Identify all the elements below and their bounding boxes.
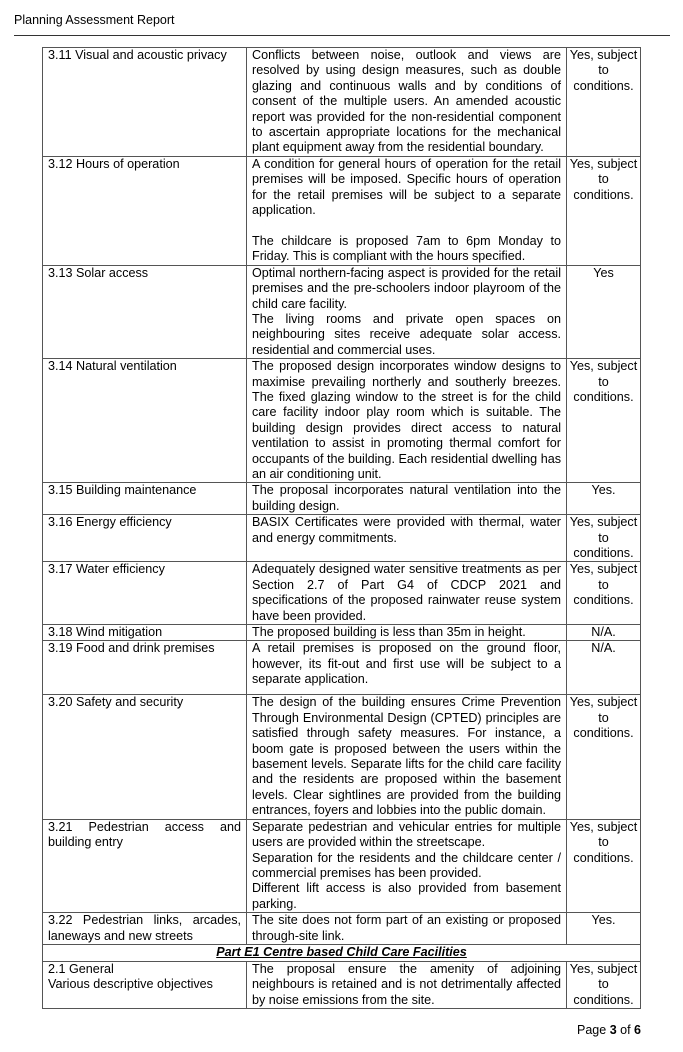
table-row: 3.21 Pedestrian access and building entr…: [42, 818, 641, 914]
total-pages: 6: [634, 1023, 641, 1037]
clause-cell: 2.1 General Various descriptive objectiv…: [42, 960, 247, 1010]
clause-cell: 3.19 Food and drink premises: [42, 640, 247, 696]
clause-cell: 3.18 Wind mitigation: [42, 624, 247, 642]
clause-cell: 3.21 Pedestrian access and building entr…: [42, 818, 247, 914]
clause-cell: 3.16 Energy efficiency: [42, 514, 247, 563]
assessment-table: 3.11 Visual and acoustic privacy Conflict…: [42, 47, 641, 1010]
compliance-cell: Yes, subject to conditions.: [566, 514, 641, 563]
compliance-cell: N/A.: [566, 624, 641, 642]
compliance-cell: Yes.: [566, 482, 641, 516]
clause-cell: 3.20 Safety and security: [42, 694, 247, 820]
comment-cell: The design of the building ensures Crime…: [246, 694, 567, 820]
comment-cell: The site does not form part of an existi…: [246, 912, 567, 945]
compliance-cell: Yes, subject to conditions.: [566, 155, 641, 266]
comment-cell: Separate pedestrian and vehicular entrie…: [246, 818, 567, 914]
compliance-cell: Yes: [566, 264, 641, 360]
table-row: 3.19 Food and drink premises A retail pre…: [42, 640, 641, 696]
table-row: 3.22 Pedestrian links, arcades, laneways…: [42, 912, 641, 945]
table-row: 3.18 Wind mitigation The proposed buildin…: [42, 624, 641, 642]
table-row: 3.15 Building maintenance The proposal in…: [42, 482, 641, 516]
table-row: 3.17 Water efficiency Adequately designed…: [42, 561, 641, 626]
table-row: 3.12 Hours of operation A condition for g…: [42, 155, 641, 266]
comment-cell: BASIX Certificates were provided with th…: [246, 514, 567, 563]
table-row: 3.20 Safety and security The design of th…: [42, 694, 641, 820]
compliance-cell: Yes, subject to conditions.: [566, 960, 641, 1010]
clause-cell: 3.11 Visual and acoustic privacy: [42, 47, 247, 157]
section-title: Part E1 Centre based Child Care Faciliti…: [42, 943, 641, 962]
current-page: 3: [609, 1023, 617, 1037]
table-row: 2.1 General Various descriptive objectiv…: [42, 960, 641, 1010]
comment-cell: Conflicts between noise, outlook and vie…: [246, 47, 567, 157]
comment-cell: A retail premises is proposed on the gro…: [246, 640, 567, 696]
table-row: 3.14 Natural ventilation The proposed des…: [42, 358, 641, 484]
clause-cell: 3.17 Water efficiency: [42, 561, 247, 626]
clause-cell: 3.13 Solar access: [42, 264, 247, 360]
report-header-title: Planning Assessment Report: [14, 13, 175, 27]
clause-cell: 3.12 Hours of operation: [42, 155, 247, 266]
page-label: Page: [577, 1023, 607, 1037]
of-label: of: [620, 1023, 631, 1037]
clause-cell: 3.22 Pedestrian links, arcades, laneways…: [42, 912, 247, 945]
comment-cell: The proposed building is less than 35m i…: [246, 624, 567, 642]
comment-cell: The proposal ensure the amenity of adjoi…: [246, 960, 567, 1010]
comment-cell: The proposal incorporates natural ventil…: [246, 482, 567, 516]
comment-cell: The proposed design incorporates window …: [246, 358, 567, 484]
compliance-cell: Yes, subject to conditions.: [566, 358, 641, 484]
compliance-cell: Yes.: [566, 912, 641, 945]
clause-cell: 3.15 Building maintenance: [42, 482, 247, 516]
compliance-cell: Yes, subject to conditions.: [566, 561, 641, 626]
header-divider: [14, 35, 670, 36]
comment-cell: A condition for general hours of operati…: [246, 155, 567, 266]
table-row: 3.16 Energy efficiency BASIX Certificates…: [42, 514, 641, 563]
table-row: 3.11 Visual and acoustic privacy Conflict…: [42, 47, 641, 157]
section-header-row: Part E1 Centre based Child Care Faciliti…: [42, 943, 641, 962]
page-number: Page 3 of 6: [577, 1023, 641, 1037]
comment-cell: Optimal northern-facing aspect is provid…: [246, 264, 567, 360]
compliance-cell: N/A.: [566, 640, 641, 696]
clause-cell: 3.14 Natural ventilation: [42, 358, 247, 484]
compliance-cell: Yes, subject to conditions.: [566, 818, 641, 914]
compliance-cell: Yes, subject to conditions.: [566, 694, 641, 820]
compliance-cell: Yes, subject to conditions.: [566, 47, 641, 157]
comment-cell: Adequately designed water sensitive trea…: [246, 561, 567, 626]
table-row: 3.13 Solar access Optimal northern-facing…: [42, 264, 641, 360]
